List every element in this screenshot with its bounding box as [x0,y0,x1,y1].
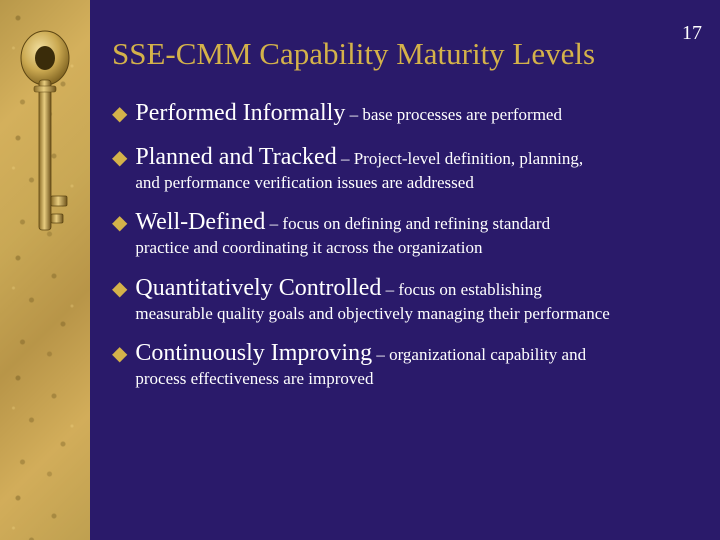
list-item: ◆ Well-Defined – focus on defining and r… [112,209,690,258]
term: Quantitatively Controlled [135,275,381,301]
page-number: 17 [682,22,702,45]
key-icon [18,28,72,248]
separator: – [265,214,282,233]
separator: – [337,149,354,168]
description-continuation: and performance verification issues are … [135,172,690,193]
slide-content: 17 SSE-CMM Capability Maturity Levels ◆ … [90,0,720,540]
term: Performed Informally [135,100,345,126]
list-item-body: Continuously Improving – organizational … [135,340,690,389]
separator: – [381,280,398,299]
list-item-body: Quantitatively Controlled – focus on est… [135,275,690,324]
term: Continuously Improving [135,340,372,366]
list-item: ◆ Performed Informally – base processes … [112,100,690,128]
description: base processes are performed [362,105,562,124]
diamond-bullet-icon: ◆ [112,144,127,172]
diamond-bullet-icon: ◆ [112,100,127,128]
diamond-bullet-icon: ◆ [112,209,127,237]
description: organizational capability and [389,345,586,364]
list-item-body: Performed Informally – base processes ar… [135,100,690,127]
description-continuation: process effectiveness are improved [135,368,690,389]
list-item: ◆ Continuously Improving – organizationa… [112,340,690,389]
slide-title: SSE-CMM Capability Maturity Levels [90,0,720,72]
list-item-body: Planned and Tracked – Project-level defi… [135,144,690,193]
diamond-bullet-icon: ◆ [112,340,127,368]
term: Well-Defined [135,209,265,235]
description: focus on defining and refining standard [282,214,550,233]
description-continuation: measurable quality goals and objectively… [135,303,690,324]
description: focus on establishing [398,280,542,299]
bullet-list: ◆ Performed Informally – base processes … [90,72,720,389]
decorative-sidebar [0,0,90,540]
description: Project-level definition, planning, [354,149,583,168]
separator: – [345,105,362,124]
slide: 17 SSE-CMM Capability Maturity Levels ◆ … [0,0,720,540]
separator: – [372,345,389,364]
diamond-bullet-icon: ◆ [112,275,127,303]
list-item: ◆ Quantitatively Controlled – focus on e… [112,275,690,324]
description-continuation: practice and coordinating it across the … [135,237,690,258]
term: Planned and Tracked [135,144,336,170]
list-item: ◆ Planned and Tracked – Project-level de… [112,144,690,193]
list-item-body: Well-Defined – focus on defining and ref… [135,209,690,258]
